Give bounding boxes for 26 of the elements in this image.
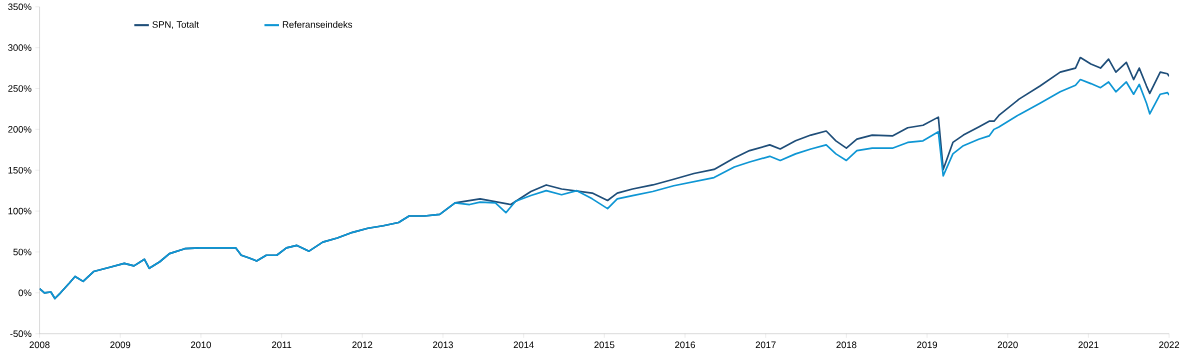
y-tick-label: 0% xyxy=(18,289,32,297)
x-tick-label: 2020 xyxy=(997,341,1018,349)
y-tick-label: 250% xyxy=(8,85,32,92)
x-tick-label: 2015 xyxy=(594,341,615,349)
x-tick-label: 2021 xyxy=(1078,341,1099,349)
x-tick-label: 2022 xyxy=(1159,341,1180,349)
y-tick-label: 150% xyxy=(8,167,32,174)
x-tick-label: 2019 xyxy=(917,341,938,349)
y-tick-label: 200% xyxy=(8,126,32,133)
legend-label: SPN, Totalt xyxy=(152,21,199,30)
x-tick-label: 2014 xyxy=(513,341,534,349)
y-tick-label: 300% xyxy=(8,44,32,52)
y-tick-label: 50% xyxy=(13,248,32,256)
x-tick-label: 2011 xyxy=(272,341,292,349)
x-tick-label: 2018 xyxy=(836,341,857,349)
x-tick-label: 2016 xyxy=(675,341,696,349)
y-tick-label: 350% xyxy=(8,3,32,11)
x-tick-label: 2017 xyxy=(755,341,776,349)
x-tick-label: 2013 xyxy=(433,341,453,349)
legend-label: Referanseindeks xyxy=(282,21,353,29)
y-tick-label: 100% xyxy=(8,207,32,215)
x-tick-label: 2012 xyxy=(352,341,373,349)
x-tick-label: 2008 xyxy=(29,341,50,349)
y-tick-label: -50% xyxy=(10,330,32,338)
x-tick-label: 2010 xyxy=(190,341,211,349)
x-tick-label: 2009 xyxy=(110,341,131,349)
